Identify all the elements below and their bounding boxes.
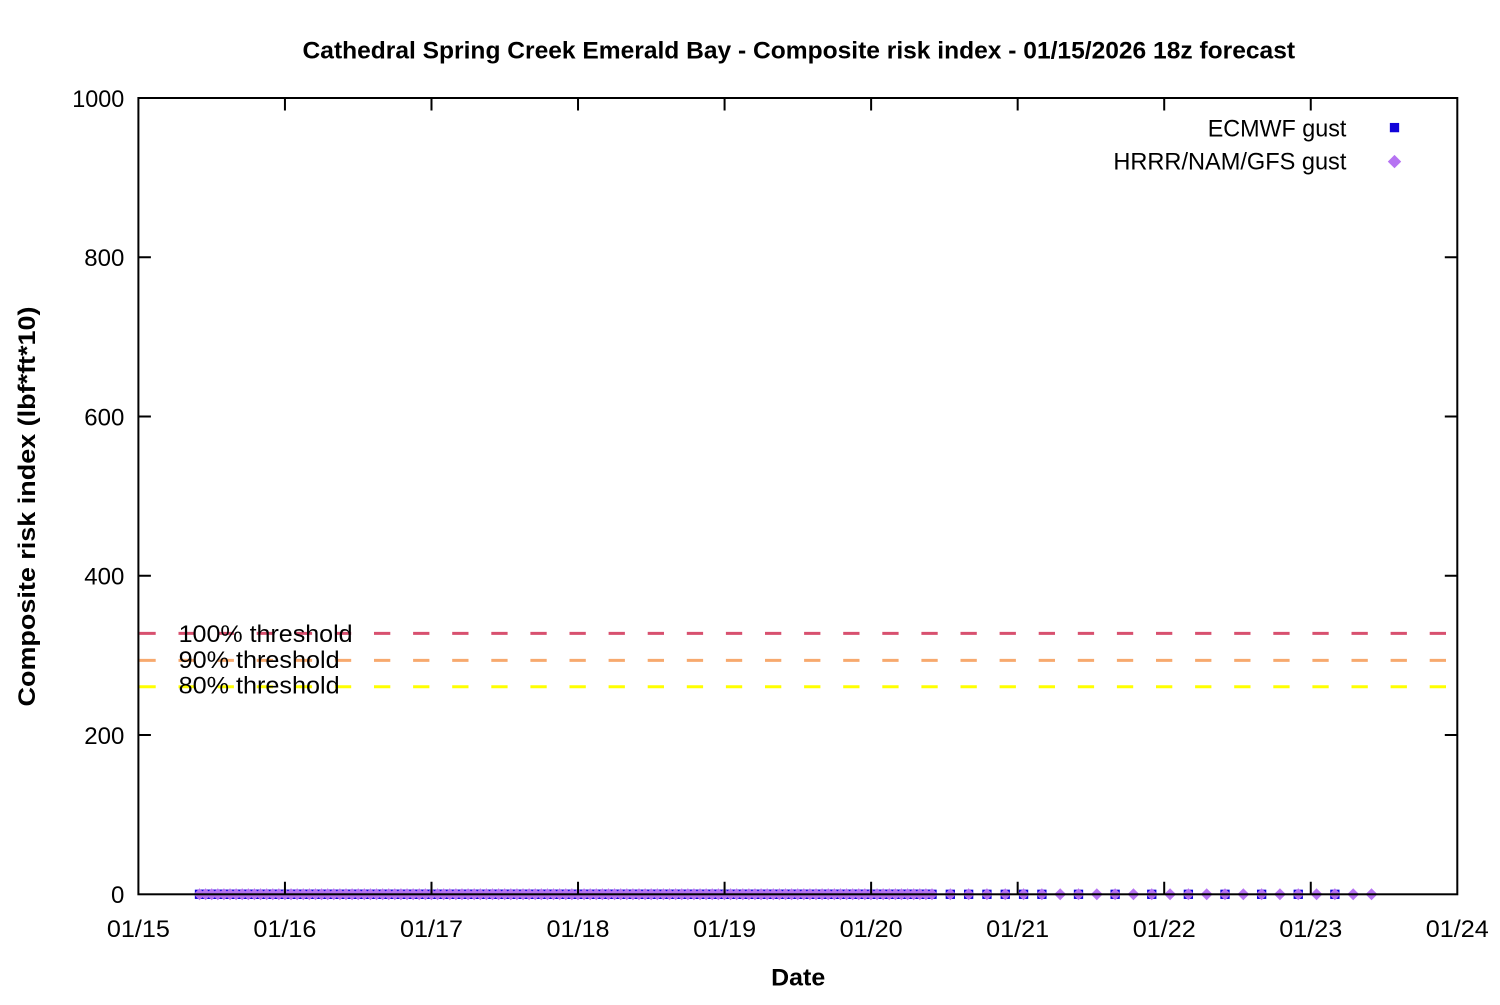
svg-text:1000: 1000 <box>72 86 124 113</box>
svg-text:80% threshold: 80% threshold <box>179 673 340 700</box>
svg-text:0: 0 <box>111 882 124 909</box>
svg-text:01/24: 01/24 <box>1426 916 1489 943</box>
svg-text:Composite risk index (lbf*ft*1: Composite risk index (lbf*ft*10) <box>14 307 41 707</box>
svg-text:01/21: 01/21 <box>986 916 1049 943</box>
svg-text:01/22: 01/22 <box>1133 916 1196 943</box>
svg-text:90% threshold: 90% threshold <box>179 647 340 674</box>
svg-text:Date: Date <box>771 964 825 991</box>
svg-text:01/17: 01/17 <box>400 916 463 943</box>
svg-text:400: 400 <box>84 564 124 591</box>
svg-text:01/23: 01/23 <box>1279 916 1342 943</box>
svg-text:01/16: 01/16 <box>253 916 316 943</box>
svg-text:01/18: 01/18 <box>547 916 610 943</box>
svg-text:01/19: 01/19 <box>693 916 756 943</box>
svg-text:Cathedral Spring Creek Emerald: Cathedral Spring Creek Emerald Bay - Com… <box>303 38 1296 65</box>
svg-text:600: 600 <box>84 404 124 431</box>
svg-text:100% threshold: 100% threshold <box>179 621 353 648</box>
svg-text:HRRR/NAM/GFS gust: HRRR/NAM/GFS gust <box>1113 148 1346 175</box>
svg-text:200: 200 <box>84 723 124 750</box>
svg-text:01/20: 01/20 <box>840 916 903 943</box>
svg-text:ECMWF gust: ECMWF gust <box>1208 115 1347 142</box>
svg-text:01/15: 01/15 <box>107 916 170 943</box>
svg-text:800: 800 <box>84 245 124 272</box>
